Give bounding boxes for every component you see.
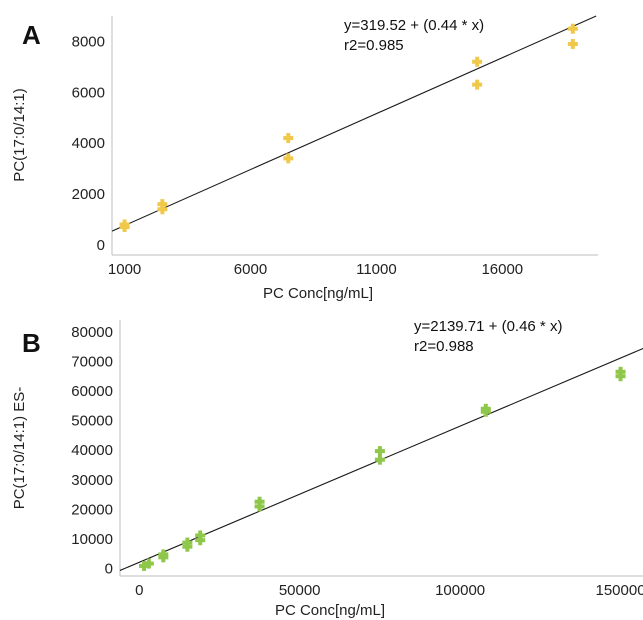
panel-a-data-point-hbar [119, 222, 130, 227]
panel-a-x-tick-label: 11000 [356, 261, 397, 278]
panel-a-x-axis-label: PC Conc[ng/mL] [263, 285, 373, 302]
panel-b-y-tick-label: 60000 [71, 383, 113, 400]
panel-b-data-point-hbar [182, 540, 193, 545]
panel-b-data-point-hbar [615, 369, 626, 374]
panel-b-data-point-hbar [195, 533, 206, 538]
panel-b-letter: B [22, 328, 41, 358]
panel-a-y-tick-label: 6000 [72, 84, 105, 101]
panel-b: B y=2139.71 + (0.46 * x) r2=0.988 PC Con… [11, 318, 643, 619]
panel-b-x-axis-label: PC Conc[ng/mL] [275, 602, 385, 619]
panel-a-data-point-hbar [472, 82, 483, 87]
panel-a-data-point-hbar [567, 26, 578, 31]
panel-b-y-tick-label: 40000 [71, 442, 113, 459]
panel-a-letter: A [22, 20, 41, 50]
panel-a-y-tick-label: 2000 [72, 186, 105, 203]
panel-b-data-point [615, 366, 626, 377]
panel-b-data-point [480, 403, 491, 414]
panel-b-data-point-hbar [139, 563, 150, 568]
panel-a-fit-line [111, 15, 597, 232]
panel-b-data-point-hbar [374, 449, 385, 454]
panel-b-y-tick-label: 70000 [71, 353, 113, 370]
panel-b-data-point [254, 496, 265, 507]
panel-b-x-tick-label: 0 [135, 582, 143, 599]
panel-b-data-point [182, 537, 193, 548]
panel-b-y-tick-label: 30000 [71, 472, 113, 489]
panel-a: A y=319.52 + (0.44 * x) r2=0.985 PC Conc… [11, 15, 598, 302]
panel-a-x-tick-label: 16000 [481, 261, 523, 278]
panel-b-x-tick-label: 50000 [279, 582, 321, 599]
panel-b-data-point-hbar [143, 561, 154, 566]
panel-a-data-point [283, 133, 294, 144]
panel-a-data-point-hbar [157, 207, 168, 212]
panel-b-data-point [158, 549, 169, 560]
panel-b-data-point [374, 446, 385, 457]
panel-a-data-point [283, 153, 294, 164]
panel-a-data-point-hbar [472, 59, 483, 64]
panel-a-data-point-hbar [283, 136, 294, 141]
panel-a-data-point-hbar [283, 156, 294, 161]
panel-b-data-point-hbar [480, 406, 491, 411]
panel-b-y-tick-label: 0 [105, 561, 113, 578]
panel-b-x-tick-label: 150000 [596, 582, 643, 599]
panel-b-data-point-hbar [374, 457, 385, 462]
panel-b-data-point [195, 530, 206, 541]
panel-a-y-tick-label: 0 [97, 237, 105, 254]
panel-b-y-axis-label: PC(17:0/14:1) ES- [11, 387, 28, 510]
panel-a-data-point [472, 79, 483, 90]
panel-b-x-tick-label: 100000 [435, 582, 485, 599]
panel-a-data-point-hbar [157, 202, 168, 207]
panel-a-data-point [157, 204, 168, 215]
panel-a-data-point [157, 199, 168, 210]
panel-a-fit-r2: r2=0.985 [344, 37, 404, 54]
panel-b-y-tick-label: 80000 [71, 324, 113, 341]
panel-a-data-point-hbar [567, 41, 578, 46]
panel-b-data-point [139, 560, 150, 571]
panel-a-data-point [567, 38, 578, 49]
panel-a-y-axis-label: PC(17:0/14:1) [11, 88, 28, 181]
panel-b-y-tick-label: 10000 [71, 531, 113, 548]
panel-b-data-point [143, 558, 154, 569]
panel-b-data-point-hbar [158, 552, 169, 557]
panel-a-y-tick-label: 8000 [72, 33, 105, 50]
panel-a-y-tick-label: 4000 [72, 135, 105, 152]
panel-b-data-point [374, 454, 385, 465]
panel-a-data-point [567, 23, 578, 34]
panel-a-x-tick-label: 6000 [234, 261, 267, 278]
panel-b-y-tick-label: 50000 [71, 413, 113, 430]
panel-a-x-tick-label: 1000 [108, 261, 141, 278]
panel-a-data-point [119, 219, 130, 230]
panel-b-fit-equation: y=2139.71 + (0.46 * x) [414, 318, 562, 335]
panel-a-fit-equation: y=319.52 + (0.44 * x) [344, 17, 484, 34]
panel-a-data-point [472, 56, 483, 67]
panel-b-fit-r2: r2=0.988 [414, 338, 474, 355]
panel-b-y-tick-label: 20000 [71, 501, 113, 518]
panel-b-data-point-hbar [254, 499, 265, 504]
